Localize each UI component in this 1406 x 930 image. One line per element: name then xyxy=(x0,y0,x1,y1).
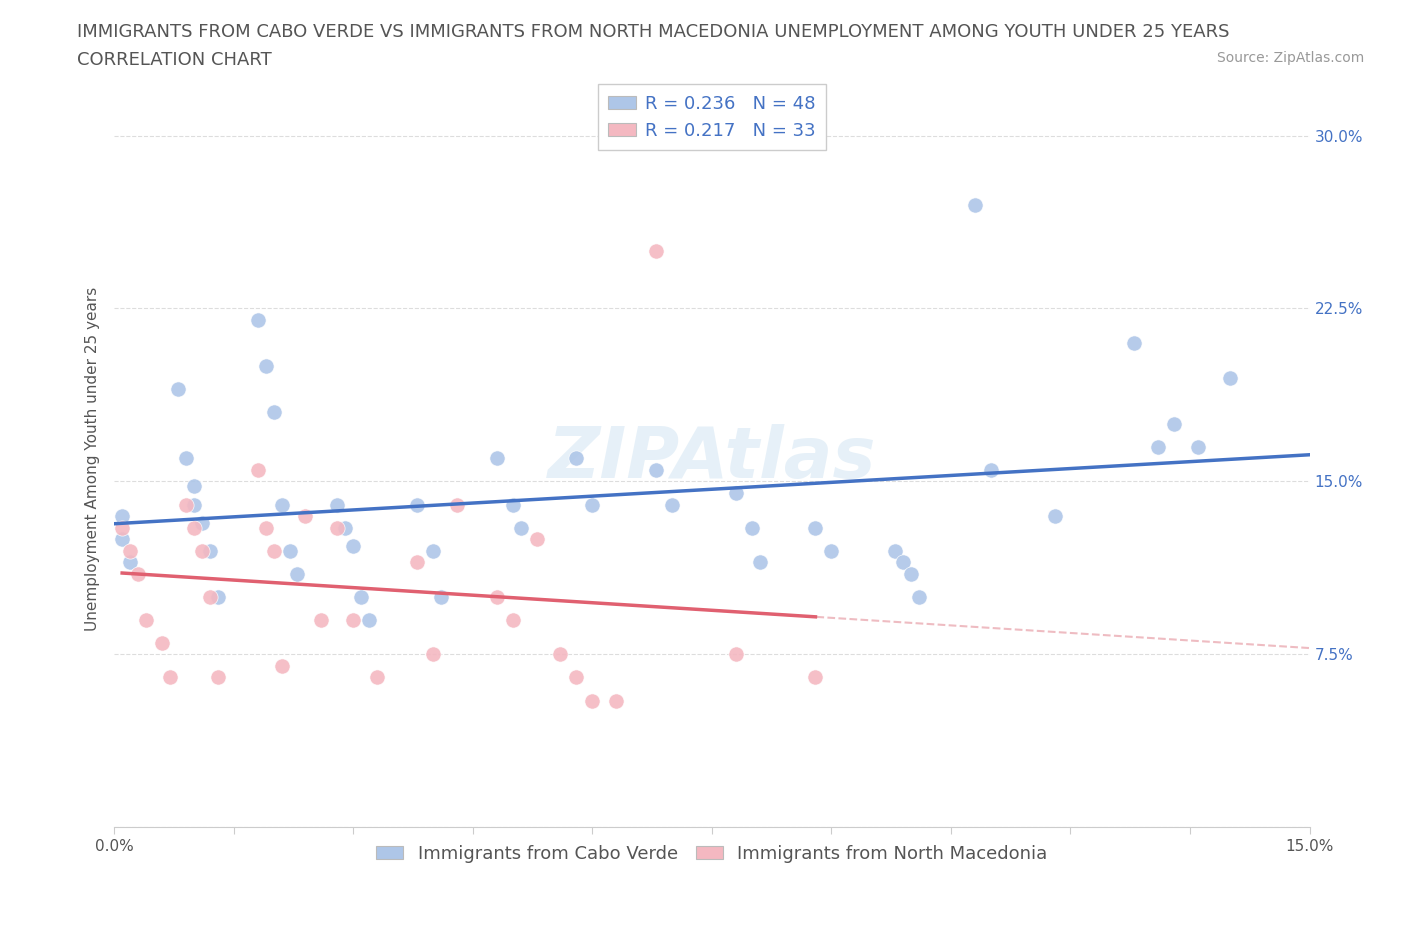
Point xyxy=(406,554,429,569)
Point xyxy=(191,543,214,558)
Point xyxy=(804,670,827,684)
Point xyxy=(884,543,907,558)
Point xyxy=(207,590,229,604)
Point xyxy=(246,312,269,327)
Point xyxy=(980,462,1002,477)
Point xyxy=(509,520,531,535)
Point xyxy=(1187,440,1209,455)
Point xyxy=(359,612,381,627)
Point xyxy=(263,543,285,558)
Point xyxy=(183,498,205,512)
Point xyxy=(502,498,524,512)
Point xyxy=(1147,440,1170,455)
Point xyxy=(406,498,429,512)
Text: IMMIGRANTS FROM CABO VERDE VS IMMIGRANTS FROM NORTH MACEDONIA UNEMPLOYMENT AMONG: IMMIGRANTS FROM CABO VERDE VS IMMIGRANTS… xyxy=(77,23,1230,41)
Text: Source: ZipAtlas.com: Source: ZipAtlas.com xyxy=(1216,51,1364,65)
Point xyxy=(183,520,205,535)
Text: ZIPAtlas: ZIPAtlas xyxy=(547,424,876,493)
Point xyxy=(502,612,524,627)
Point xyxy=(198,590,221,604)
Text: CORRELATION CHART: CORRELATION CHART xyxy=(77,51,273,69)
Point xyxy=(422,543,444,558)
Point xyxy=(565,670,588,684)
Point xyxy=(342,538,364,553)
Point xyxy=(446,498,468,512)
Point xyxy=(287,566,309,581)
Point xyxy=(342,612,364,627)
Point xyxy=(748,554,770,569)
Point xyxy=(565,451,588,466)
Point xyxy=(311,612,333,627)
Y-axis label: Unemployment Among Youth under 25 years: Unemployment Among Youth under 25 years xyxy=(86,286,100,631)
Point xyxy=(900,566,922,581)
Point xyxy=(135,612,157,627)
Point xyxy=(191,515,214,530)
Point xyxy=(278,543,301,558)
Legend: Immigrants from Cabo Verde, Immigrants from North Macedonia: Immigrants from Cabo Verde, Immigrants f… xyxy=(368,838,1054,870)
Point xyxy=(804,520,827,535)
Point xyxy=(366,670,388,684)
Point xyxy=(963,197,986,212)
Point xyxy=(270,498,292,512)
Point xyxy=(908,590,931,604)
Point xyxy=(526,532,548,547)
Point xyxy=(485,590,508,604)
Point xyxy=(270,658,292,673)
Point xyxy=(724,485,747,500)
Point xyxy=(120,543,142,558)
Point xyxy=(581,498,603,512)
Point xyxy=(1043,509,1066,524)
Point xyxy=(127,566,149,581)
Point xyxy=(263,405,285,419)
Point xyxy=(167,382,190,397)
Point xyxy=(335,520,357,535)
Point xyxy=(350,590,373,604)
Point xyxy=(207,670,229,684)
Point xyxy=(246,462,269,477)
Point xyxy=(741,520,763,535)
Point xyxy=(820,543,842,558)
Point xyxy=(1163,417,1185,432)
Point xyxy=(174,498,197,512)
Point xyxy=(1123,336,1146,351)
Point xyxy=(645,244,668,259)
Point xyxy=(254,359,277,374)
Point xyxy=(111,532,134,547)
Point xyxy=(326,498,349,512)
Point xyxy=(645,462,668,477)
Point xyxy=(183,479,205,494)
Point xyxy=(550,647,572,662)
Point xyxy=(1219,370,1241,385)
Point xyxy=(605,693,627,708)
Point xyxy=(661,498,683,512)
Point xyxy=(198,543,221,558)
Point xyxy=(581,693,603,708)
Point xyxy=(422,647,444,662)
Point xyxy=(485,451,508,466)
Point xyxy=(430,590,453,604)
Point xyxy=(294,509,316,524)
Point xyxy=(254,520,277,535)
Point xyxy=(724,647,747,662)
Point xyxy=(111,509,134,524)
Point xyxy=(326,520,349,535)
Point xyxy=(120,554,142,569)
Point xyxy=(174,451,197,466)
Point xyxy=(891,554,914,569)
Point xyxy=(111,520,134,535)
Point xyxy=(159,670,181,684)
Point xyxy=(150,635,173,650)
